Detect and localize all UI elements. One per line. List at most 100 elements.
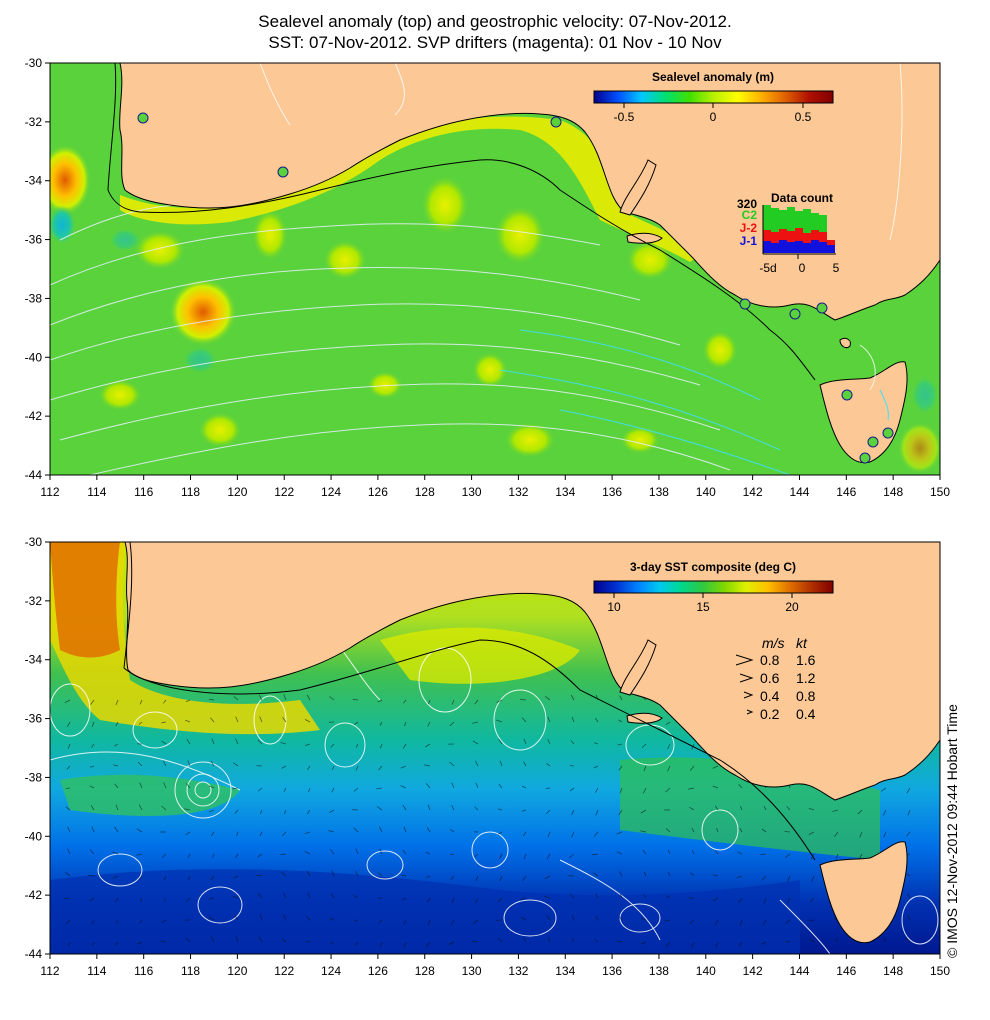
velocity-arrow <box>211 831 215 837</box>
velocity-arrow <box>569 765 575 767</box>
velocity-arrow <box>811 875 815 882</box>
velocity-arrow <box>353 827 359 833</box>
velocity-arrow <box>185 937 191 943</box>
velocity-arrow <box>304 719 311 723</box>
velocity-arrow <box>329 809 335 814</box>
velocity-arrow <box>234 914 239 921</box>
velocity-arrow <box>714 805 719 811</box>
velocity-arrow <box>281 938 287 943</box>
velocity-arrow <box>140 897 143 903</box>
lat-tick-label: -44 <box>25 468 43 482</box>
lon-tick-label: 134 <box>555 485 575 499</box>
top-colorbar-tick: 0.5 <box>795 110 812 124</box>
velocity-arrow <box>691 941 695 948</box>
velocity-arrow <box>308 787 311 793</box>
velocity-arrow <box>907 893 911 899</box>
velocity-arrow <box>714 919 719 926</box>
velocity-arrow <box>547 739 551 745</box>
velocity-arrow <box>329 918 335 921</box>
velocity-arrow <box>595 809 599 816</box>
velocity-arrow <box>65 787 71 789</box>
velocity-arrow <box>65 871 71 877</box>
velocity-arrow <box>235 738 239 745</box>
data-count-title: Data count <box>771 191 833 205</box>
lat-tick-label: -38 <box>25 291 43 305</box>
velocity-arrow <box>304 831 311 835</box>
velocity-arrow <box>692 850 695 855</box>
velocity-arrow <box>739 827 743 833</box>
lat-tick-label: -30 <box>25 56 43 70</box>
bottom-colorbar-title: 3-day SST composite (deg C) <box>630 560 796 574</box>
velocity-arrow <box>400 765 407 769</box>
velocity-arrow <box>65 806 71 811</box>
warm-eddy-west <box>50 144 91 216</box>
velocity-arrow <box>761 828 767 833</box>
tide-gauges <box>137 112 894 464</box>
velocity-arrow <box>523 738 527 745</box>
velocity-arrow <box>378 919 383 924</box>
velocity-arrow <box>426 827 431 833</box>
velocity-arrow <box>472 940 479 943</box>
velocity-arrow <box>280 853 287 855</box>
velocity-arrow <box>761 941 767 945</box>
velocity-arrow <box>307 892 311 899</box>
velocity-arrow <box>474 806 479 811</box>
lat-tick-label: -36 <box>25 712 43 726</box>
lon-tick-label: 120 <box>227 964 247 978</box>
lon-tick-label: 150 <box>930 964 950 978</box>
velocity-arrow <box>521 785 527 789</box>
velocity-arrow <box>185 699 191 703</box>
velocity-arrow <box>594 717 599 723</box>
velocity-arrow <box>474 760 479 767</box>
velocity-arrow <box>906 787 911 794</box>
lon-tick-label: 122 <box>274 964 294 978</box>
velocity-arrow <box>547 716 551 723</box>
velocity-arrow <box>523 853 527 860</box>
velocity-arrow <box>425 941 431 947</box>
velocity-arrow <box>643 894 647 899</box>
velocity-arrow <box>401 874 407 877</box>
velocity-arrow <box>112 875 119 879</box>
velocity-arrow <box>496 719 503 723</box>
velocity-arrow <box>355 848 359 855</box>
velocity-arrow <box>640 809 647 814</box>
velocity-arrow <box>282 831 287 836</box>
velocity-arrow <box>547 831 551 838</box>
velocity-arrow <box>786 806 791 811</box>
velocity-arrow <box>306 915 311 921</box>
data-count-xlabel: 5 <box>833 261 840 275</box>
velocity-arrow <box>620 893 623 899</box>
velocity-arrow <box>522 831 527 837</box>
legend-kt: 0.8 <box>796 688 816 704</box>
velocity-arrow <box>712 785 719 789</box>
velocity-arrow <box>619 787 623 794</box>
velocity-arrow <box>618 765 623 771</box>
velocity-arrow <box>474 699 479 705</box>
velocity-arrow <box>906 873 911 877</box>
velocity-arrow <box>427 699 431 705</box>
lon-tick-label: 128 <box>415 485 435 499</box>
bottom-colorbar <box>593 580 834 598</box>
velocity-arrow <box>210 760 215 767</box>
velocity-arrow <box>283 809 287 815</box>
lon-tick-label: 112 <box>40 964 59 978</box>
velocity-arrow <box>571 716 575 723</box>
velocity-arrow <box>304 743 311 746</box>
velocity-arrow <box>281 765 287 769</box>
velocity-arrow <box>115 897 119 903</box>
velocity-arrow <box>665 828 671 833</box>
velocity-arrow <box>835 937 839 943</box>
velocity-arrow <box>403 919 407 925</box>
velocity-arrow <box>377 699 383 703</box>
velocity-arrow <box>89 897 95 902</box>
velocity-arrow <box>64 699 71 704</box>
velocity-arrow <box>161 919 167 924</box>
velocity-arrow <box>160 940 167 943</box>
velocity-arrow <box>474 853 479 858</box>
velocity-arrow <box>402 804 407 811</box>
velocity-arrow <box>667 872 671 877</box>
velocity-arrow <box>353 919 359 922</box>
velocity-arrow <box>208 897 215 900</box>
velocity-arrow <box>235 716 239 723</box>
velocity-arrow <box>689 919 695 925</box>
